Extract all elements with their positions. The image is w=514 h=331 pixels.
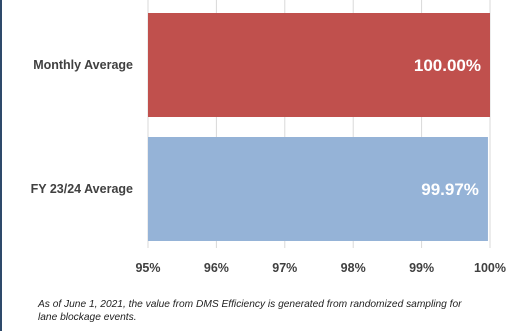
x-tick-label: 99% bbox=[409, 261, 434, 275]
data-label: 100.00% bbox=[414, 56, 481, 75]
category-labels: Monthly Average FY 23/24 Average bbox=[31, 58, 133, 196]
bar-monthly-average bbox=[148, 13, 490, 117]
x-tick-label: 98% bbox=[341, 261, 366, 275]
x-tick-label: 95% bbox=[135, 261, 160, 275]
x-tick-label: 97% bbox=[272, 261, 297, 275]
x-tick-label: 100% bbox=[474, 261, 506, 275]
footnote: As of June 1, 2021, the value from DMS E… bbox=[38, 299, 462, 323]
data-labels: 100.00% 99.97% bbox=[414, 56, 481, 199]
bars bbox=[148, 13, 490, 241]
bar-fy-23-24-average bbox=[148, 137, 488, 241]
data-label: 99.97% bbox=[421, 180, 479, 199]
x-axis-tick-labels: 95% 96% 97% 98% 99% 100% bbox=[135, 261, 506, 275]
category-label: FY 23/24 Average bbox=[31, 182, 133, 196]
category-label: Monthly Average bbox=[33, 58, 133, 72]
x-tick-label: 96% bbox=[204, 261, 229, 275]
